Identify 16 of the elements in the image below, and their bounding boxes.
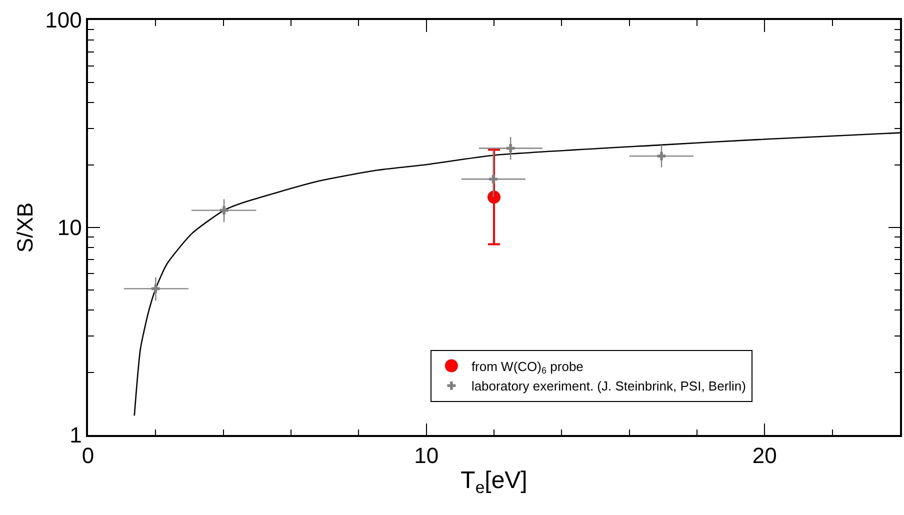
point bbox=[220, 206, 228, 215]
y-tick-label: 10 bbox=[57, 215, 82, 240]
y-tick-label: 100 bbox=[45, 8, 82, 33]
y-tick-label: 1 bbox=[70, 422, 82, 448]
legend-label: laboratory exeriment. (J. Steinbrink, PSI, Berlin) bbox=[471, 378, 746, 394]
point bbox=[657, 152, 666, 160]
x-tick-label: 0 bbox=[82, 443, 94, 468]
point bbox=[488, 190, 500, 204]
point bbox=[489, 174, 498, 184]
x-axis-title: T$_{e}$[eV] bbox=[460, 466, 528, 497]
x-tick-label: 20 bbox=[752, 443, 777, 468]
legend-label: from W(CO)$_{6}$ probe bbox=[471, 358, 584, 376]
y-axis-title: S/XB bbox=[12, 202, 38, 253]
x-tick-label: 10 bbox=[414, 443, 439, 468]
point bbox=[151, 284, 160, 293]
point bbox=[506, 144, 515, 152]
